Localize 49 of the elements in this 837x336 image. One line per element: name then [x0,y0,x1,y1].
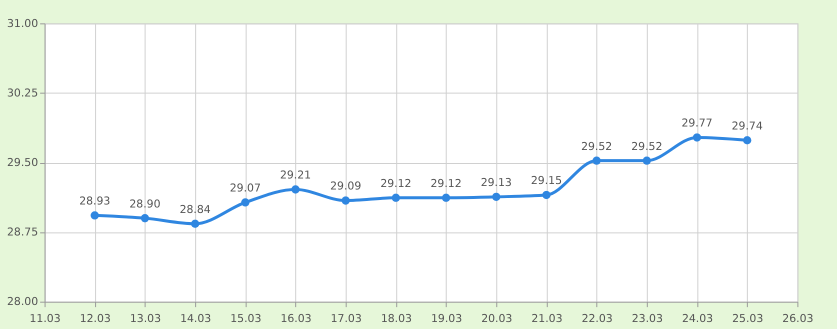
point [743,136,752,144]
data-label: 29.09 [330,180,362,193]
x-tick-label: 25.03 [732,312,764,325]
data-label: 29.77 [681,116,713,130]
point [241,198,250,207]
data-label: 29.74 [732,119,763,132]
data-label: 29.13 [480,176,512,189]
x-tick-label: 18.03 [380,312,412,325]
point [442,194,450,202]
data-label: 29.07 [230,182,261,195]
data-label: 28.90 [129,197,161,210]
x-tick-label: 20.03 [481,312,512,325]
y-tick-label: 28.75 [6,226,38,239]
point [692,133,702,142]
x-tick-label: 21.03 [531,312,563,325]
x-tick-label: 19.03 [430,312,462,325]
data-label: 29.21 [280,168,312,182]
point [492,192,500,201]
x-tick-label: 12.03 [80,312,111,325]
point [90,211,99,220]
x-tick-label: 16.03 [280,312,312,325]
x-tick-label: 15.03 [230,312,262,325]
x-tick-label: 22.03 [582,312,613,325]
data-label: 29.12 [380,176,412,190]
y-tick-label: 30.25 [6,86,38,100]
data-label: 28.93 [79,194,110,208]
x-tick-label: 24.03 [682,312,714,325]
y-tick-label: 29.50 [6,156,38,169]
x-tick-label: 14.03 [180,312,212,325]
point [140,214,150,222]
point [342,196,350,205]
point [592,156,601,165]
x-tick-label: 17.03 [330,312,362,325]
x-tick-label: 23.03 [632,312,663,325]
data-label: 28.84 [180,202,211,216]
point [190,220,200,228]
y-tick-label: 31.00 [6,16,38,30]
x-tick-label: 13.03 [130,312,162,325]
data-label: 29.52 [631,140,662,153]
x-tick-label: 26.03 [782,312,814,325]
point [291,185,300,194]
point [642,156,651,165]
point [392,194,400,202]
data-label: 29.15 [530,174,562,188]
point [542,190,551,200]
data-label: 29.52 [581,140,612,153]
data-label: 29.12 [430,176,462,190]
x-tick-label: 11.03 [30,312,61,325]
y-tick-label: 28.00 [6,295,38,308]
